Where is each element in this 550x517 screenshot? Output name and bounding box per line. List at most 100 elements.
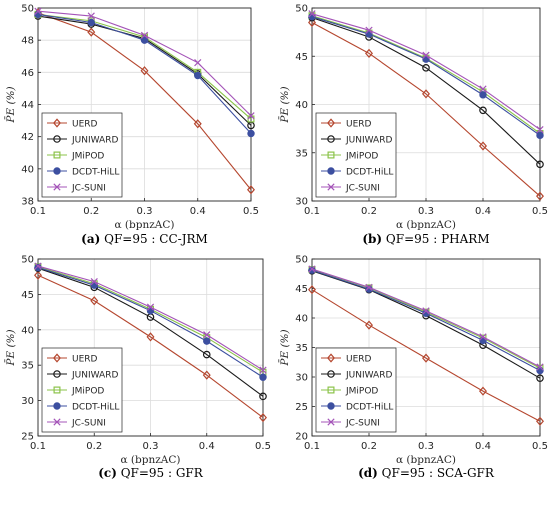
- data-point: [194, 59, 202, 67]
- y-tick-label: 35: [295, 148, 308, 159]
- x-tick-label: 0.2: [86, 441, 102, 452]
- y-tick-label: 30: [295, 373, 308, 384]
- caption-label: (c): [98, 466, 117, 480]
- data-point: [365, 283, 373, 291]
- data-point: [203, 337, 211, 345]
- x-tick-label: 0.3: [418, 441, 434, 452]
- y-tick-label: 45: [295, 52, 308, 63]
- y-tick-label: 30: [21, 396, 34, 407]
- legend-marker: [327, 135, 335, 143]
- legend-marker: [53, 118, 61, 128]
- series-line: [37, 274, 264, 419]
- legend-marker: [53, 386, 61, 394]
- legend: UERD JUNIWARD JMiPOD DCDT-HiLL JC-SUNI: [315, 112, 397, 198]
- series-line: [311, 17, 541, 165]
- data-point: [140, 66, 149, 76]
- y-tick-label: 25: [21, 432, 34, 443]
- caption-text: QF=95 : SCA-GFR: [378, 466, 495, 480]
- data-point: [422, 89, 430, 99]
- data-point: [259, 366, 267, 374]
- series-jc-suni: [308, 265, 544, 371]
- y-tick-label: 50: [21, 255, 34, 266]
- series-dcdt-hill: [34, 10, 255, 138]
- y-tick-label: 20: [295, 432, 308, 443]
- caption-text: QF=95 : CC-JRM: [100, 232, 208, 246]
- legend-marker: [53, 183, 61, 191]
- y-tick-label: 45: [21, 290, 34, 301]
- legend-label: JUNIWARD: [71, 135, 118, 145]
- data-point: [536, 363, 544, 371]
- chart-panel-2: 0.1 0.2 0.3 0.4 0.5 30 35 40 45 50 α (bpnzAC) P̄E (…: [278, 4, 548, 247]
- caption-text: QF=95 : GFR: [117, 466, 204, 480]
- data-point: [479, 91, 487, 99]
- y-tick-label: 45: [295, 284, 308, 295]
- caption-text: QF=95 : PHARM: [382, 232, 490, 246]
- data-point: [146, 332, 155, 342]
- y-tick-label: 40: [21, 164, 34, 175]
- y-tick-label: 25: [295, 402, 308, 413]
- legend-label: JUNIWARD: [345, 370, 392, 380]
- data-point: [34, 270, 42, 280]
- x-tick-label: 0.4: [199, 441, 215, 452]
- y-tick-label: 35: [21, 361, 34, 372]
- data-point: [479, 106, 487, 115]
- x-axis-label: α (bpnzAC): [115, 219, 175, 231]
- data-point: [536, 374, 544, 382]
- data-point: [202, 350, 211, 359]
- data-point: [536, 416, 544, 426]
- x-tick-label: 0.5: [243, 206, 259, 217]
- y-tick-label: 50: [21, 4, 34, 15]
- data-point: [536, 160, 544, 169]
- data-point: [536, 366, 544, 375]
- y-tick-label: 38: [21, 197, 34, 208]
- legend-marker: [53, 353, 61, 363]
- panel-caption: (a) QF=95 : CC-JRM: [81, 232, 208, 246]
- data-point: [479, 386, 487, 396]
- data-point: [308, 265, 316, 273]
- series-jc-suni: [308, 10, 544, 134]
- data-point: [479, 141, 487, 151]
- data-point: [536, 191, 544, 201]
- x-tick-label: 0.3: [143, 441, 159, 452]
- data-point: [34, 262, 42, 270]
- x-tick-label: 0.2: [83, 206, 99, 217]
- data-point: [34, 10, 42, 19]
- y-axis-label: P̄E (%): [4, 86, 17, 123]
- panel-caption: (d) QF=95 : SCA-GFR: [358, 466, 495, 480]
- caption-label: (a): [81, 232, 100, 246]
- legend-label: JMiPOD: [71, 386, 104, 396]
- y-tick-label: 50: [295, 4, 308, 15]
- caption-label: (d): [358, 466, 378, 480]
- x-tick-label: 0.3: [137, 206, 153, 217]
- x-tick-label: 0.4: [190, 206, 206, 217]
- legend-marker: [53, 418, 61, 426]
- data-point: [202, 370, 211, 380]
- data-point: [259, 392, 267, 401]
- legend-label: JUNIWARD: [71, 370, 118, 380]
- y-tick-label: 40: [295, 100, 308, 111]
- y-axis-label: P̄E (%): [4, 329, 17, 366]
- legend-label: DCDT-HiLL: [72, 167, 119, 177]
- data-point: [247, 129, 255, 138]
- legend-label: JMiPOD: [345, 386, 378, 396]
- legend-label: JMiPOD: [71, 151, 104, 161]
- x-tick-label: 0.2: [361, 206, 377, 217]
- x-tick-label: 0.1: [30, 206, 46, 217]
- legend: UERD JUNIWARD JMiPOD DCDT-HiLL JC-SUNI: [41, 347, 123, 433]
- y-axis-label: P̄E (%): [278, 86, 291, 123]
- legend-marker: [327, 402, 335, 410]
- legend-label: UERD: [72, 354, 98, 364]
- data-point: [140, 31, 149, 39]
- data-point: [259, 412, 267, 423]
- data-point: [140, 36, 149, 44]
- x-tick-label: 0.5: [255, 441, 271, 452]
- data-point: [422, 307, 430, 315]
- data-point: [87, 27, 96, 37]
- data-point: [308, 285, 316, 295]
- legend-marker: [53, 167, 61, 175]
- legend-label: JUNIWARD: [345, 135, 392, 145]
- legend-label: JMiPOD: [345, 151, 378, 161]
- x-tick-label: 0.1: [304, 206, 320, 217]
- data-point: [247, 185, 255, 195]
